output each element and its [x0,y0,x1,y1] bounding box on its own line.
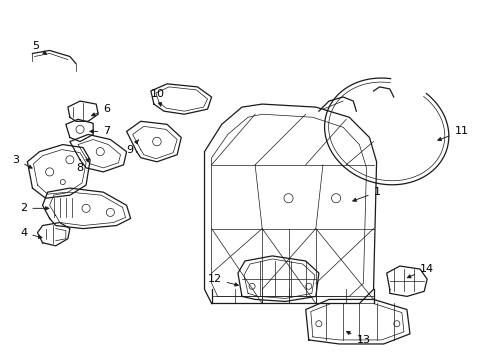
Text: 12: 12 [208,274,238,286]
Text: 13: 13 [346,332,370,345]
Text: 4: 4 [20,228,42,238]
Text: 14: 14 [407,264,434,278]
Text: 11: 11 [438,126,468,141]
Text: 1: 1 [353,187,381,201]
Text: 9: 9 [126,140,138,155]
Text: 7: 7 [90,126,110,136]
Text: 10: 10 [151,89,165,106]
Text: 2: 2 [20,203,49,213]
Text: 3: 3 [12,155,32,168]
Text: 8: 8 [76,158,90,173]
Text: 6: 6 [92,104,110,116]
Text: 5: 5 [32,41,47,54]
